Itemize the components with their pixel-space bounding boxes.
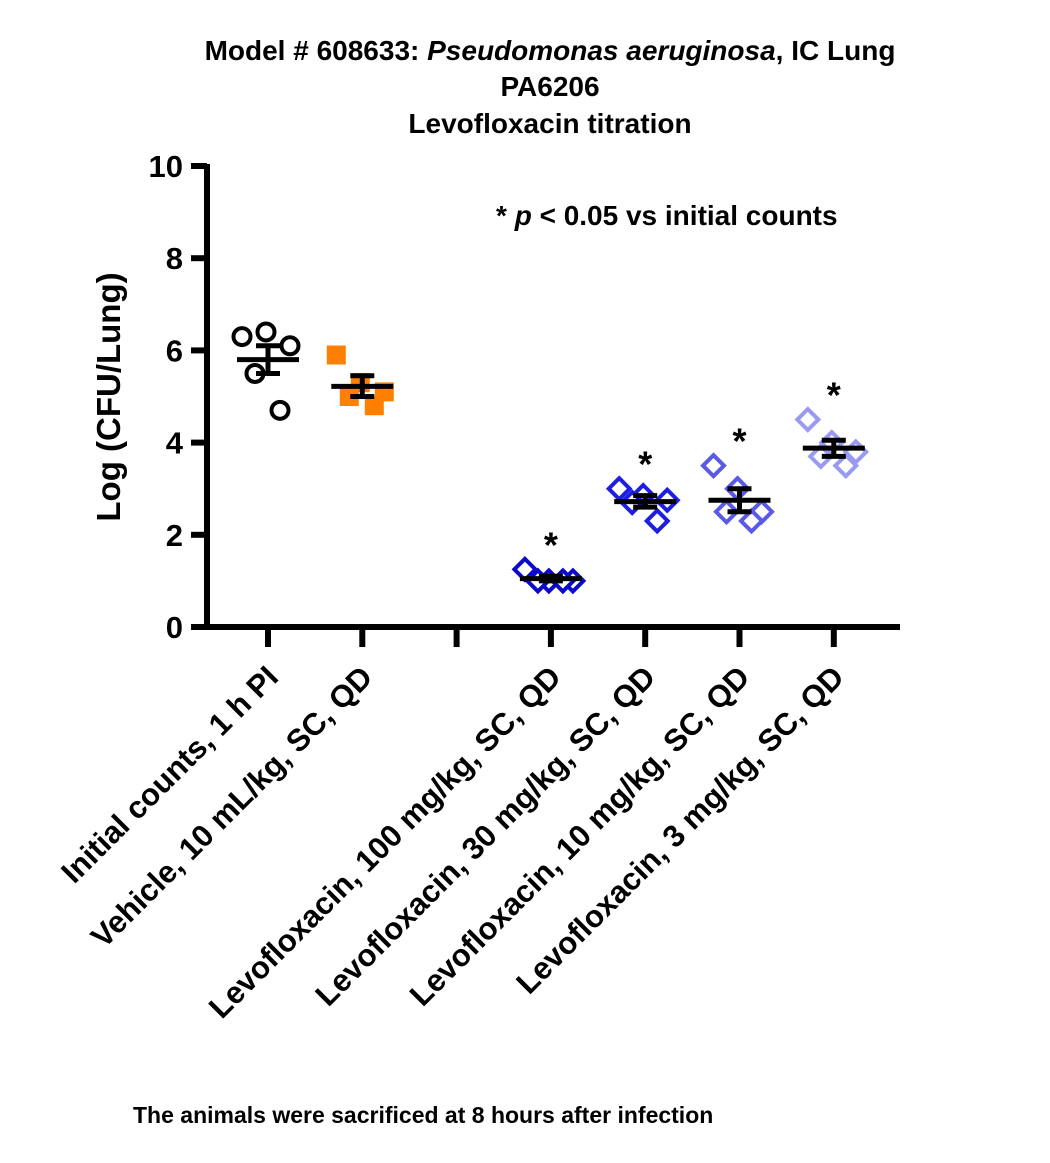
data-point [794, 406, 822, 433]
significance-p: p [514, 200, 532, 231]
y-tick-label: 8 [166, 241, 183, 276]
data-point [700, 452, 727, 479]
chart-title-line3: Levofloxacin titration [408, 108, 691, 139]
data-point [255, 321, 277, 343]
y-axis-label: Log (CFU/Lung) [90, 272, 127, 521]
significance-star-mark: * [544, 524, 558, 565]
y-tick-label: 10 [149, 149, 183, 184]
significance-note: * p < 0.05 vs initial counts [496, 200, 838, 231]
y-tick-label: 0 [166, 610, 183, 645]
footnote: The animals were sacrificed at 8 hours a… [133, 1102, 713, 1128]
data-point [279, 335, 301, 357]
significance-star-mark: * [827, 375, 841, 416]
data-point [231, 326, 253, 348]
data-point [738, 507, 765, 535]
significance-star-mark: * [732, 421, 746, 462]
error-bars [237, 343, 865, 584]
chart-title-prefix: Model # 608633: [205, 35, 428, 66]
chart-title-line1: Model # 608633: Pseudomonas aeruginosa, … [205, 35, 896, 66]
chart-title-line2: PA6206 [500, 71, 599, 102]
significance-star-mark: * [638, 444, 652, 485]
x-tick-label: Levofloxacin, 10 mg/kg, SC, QD [403, 659, 757, 1013]
x-tick-label: Levofloxacin, 100 mg/kg, SC, QD [202, 659, 568, 1025]
y-tick-label: 4 [166, 426, 184, 461]
significance-star: * [496, 200, 507, 231]
x-tick-label: Levofloxacin, 30 mg/kg, SC, QD [309, 659, 663, 1013]
y-tick-label: 6 [166, 333, 183, 368]
data-point [326, 345, 346, 365]
chart-title-suffix: , IC Lung [776, 35, 896, 66]
data-point [364, 396, 384, 416]
data-point [339, 387, 359, 406]
data-point [643, 507, 671, 535]
significance-marks: * * * * [544, 375, 841, 566]
significance-text: < 0.05 vs initial counts [532, 200, 838, 231]
x-ticks [265, 627, 837, 647]
chart-title-species: Pseudomonas aeruginosa [427, 35, 776, 66]
data-point [807, 443, 835, 470]
data-point [713, 498, 740, 526]
y-tick-label: 2 [166, 518, 183, 553]
data-point [269, 399, 291, 421]
data-point [832, 452, 860, 479]
y-ticks: 0 2 4 6 8 10 [149, 149, 207, 645]
